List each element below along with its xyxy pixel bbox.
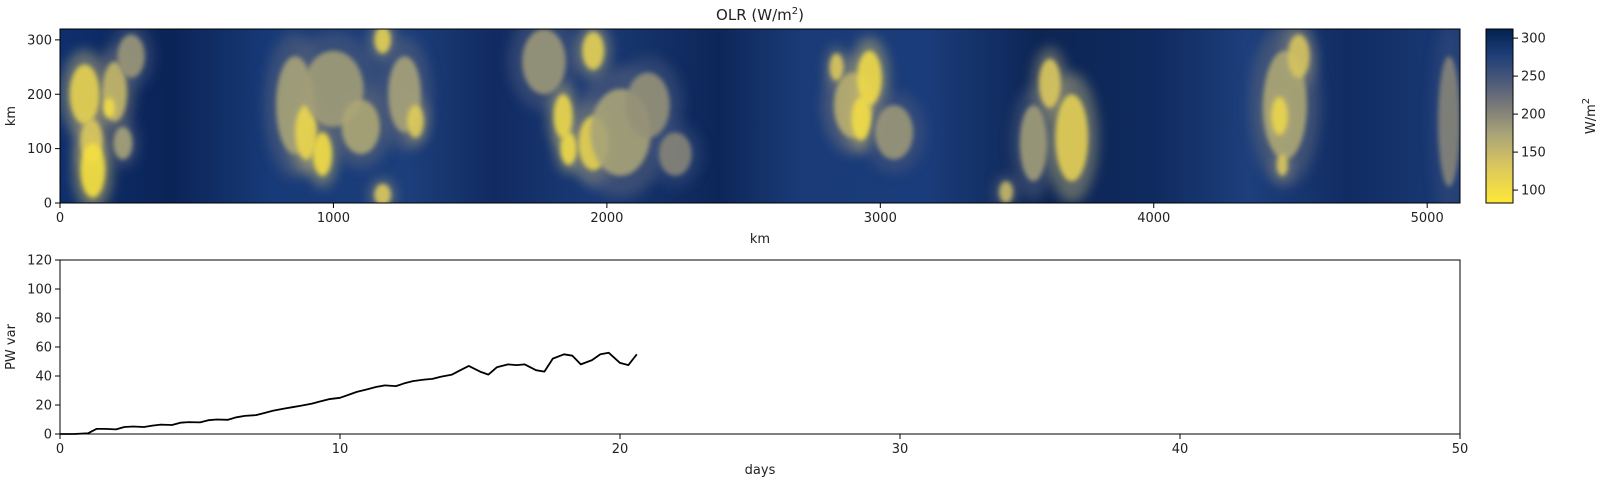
pw-var-x-tick-label: 30 [892, 442, 909, 457]
olr-x-axis-label: km [750, 232, 770, 247]
olr-heatmap-frame [59, 28, 1461, 204]
pw-var-y-axis: 0 20 40 60 80 100 120 [27, 254, 60, 443]
olr-x-tick-label: 5000 [1411, 211, 1444, 226]
olr-cloud-core [1438, 56, 1460, 187]
pw-var-x-tick-label: 10 [332, 442, 349, 457]
olr-x-tick-label: 3000 [864, 211, 897, 226]
olr-cloud-core [295, 105, 318, 160]
olr-y-tick-label: 200 [27, 88, 52, 103]
olr-cloud-core [69, 64, 100, 125]
olr-cloud-core [1038, 58, 1061, 108]
olr-title: OLR (W/m2) [716, 6, 804, 24]
olr-colorbar-tick-label: 250 [1521, 70, 1546, 85]
olr-colorbar-tick-label: 150 [1521, 146, 1546, 161]
olr-cloud-core [582, 31, 605, 70]
olr-cloud-core [553, 94, 573, 138]
pw-var-x-axis: 0 10 20 30 40 50 [56, 434, 1468, 457]
olr-y-tick-label: 100 [27, 142, 52, 157]
olr-colorbar-label: W/m2 [1581, 98, 1599, 134]
pw-var-y-tick-label: 40 [35, 370, 52, 385]
olr-cloud-core [857, 50, 882, 106]
pw-var-plot-frame [59, 259, 1461, 435]
pw-var-y-tick-label: 20 [35, 399, 52, 414]
pw-var-y-tick-label: 100 [27, 283, 52, 298]
pw-var-y-axis-label: PW var [4, 323, 19, 369]
pw-var-panel: 0 10 20 30 40 50 0 20 40 60 80 100 120 days PW var [4, 254, 1468, 479]
olr-cloud-core [874, 105, 914, 160]
olr-colorbar-ticks: 100 150 200 250 300 [1513, 32, 1546, 199]
pw-var-y-tick-label: 60 [35, 341, 52, 356]
pw-var-x-tick-label: 50 [1452, 442, 1469, 457]
olr-cloud-core [341, 99, 380, 155]
pw-var-line [60, 351, 638, 435]
pw-var-x-tick-label: 20 [612, 442, 629, 457]
olr-cloud-core [1271, 96, 1288, 136]
olr-cloud-layer [60, 29, 1460, 203]
olr-x-tick-label: 4000 [1137, 211, 1170, 226]
olr-cloud-core [560, 132, 577, 165]
olr-cloud-core [117, 34, 145, 78]
pw-var-x-axis-label: days [745, 463, 776, 478]
olr-colorbar-tick-label: 300 [1521, 32, 1546, 47]
olr-x-tick-label: 1000 [317, 211, 350, 226]
olr-cloud-core [626, 72, 670, 138]
pw-var-x-tick-label: 0 [56, 442, 64, 457]
pw-var-y-tick-label: 0 [44, 428, 52, 443]
olr-colorbar: 100 150 200 250 300 W/m2 [1485, 28, 1599, 204]
olr-cloud-core [999, 181, 1013, 203]
olr-cloud-core [80, 143, 106, 198]
olr-y-axis: 0 100 200 300 [27, 33, 60, 212]
olr-cloud-core [113, 126, 133, 160]
olr-cloud-core [1055, 94, 1089, 182]
olr-cloud-core [851, 96, 871, 141]
pw-var-x-tick-label: 40 [1172, 442, 1189, 457]
olr-y-tick-label: 300 [27, 33, 52, 48]
olr-y-axis-label: km [4, 106, 19, 126]
olr-y-tick-label: 0 [44, 197, 52, 212]
olr-colorbar-tick-label: 100 [1521, 184, 1546, 199]
olr-cloud-core [407, 105, 424, 138]
pw-var-y-tick-label: 120 [27, 254, 52, 269]
olr-x-axis: 0 1000 2000 3000 4000 5000 [56, 203, 1444, 226]
olr-x-tick-label: 0 [56, 211, 64, 226]
olr-cloud-core [658, 132, 692, 176]
pw-var-series-layer [60, 351, 638, 435]
olr-cloud-core [522, 29, 566, 95]
olr-x-tick-label: 2000 [590, 211, 623, 226]
olr-colorbar-tick-label: 200 [1521, 108, 1546, 123]
olr-panel: OLR (W/m2) 0 1000 2000 3000 4000 5000 0 100 200… [4, 6, 1599, 247]
pw-var-y-tick-label: 80 [35, 312, 52, 327]
olr-cloud-core [312, 132, 333, 176]
olr-cloud-core [374, 29, 391, 54]
olr-cloud-core [829, 53, 844, 81]
olr-cloud-core [1287, 34, 1310, 78]
olr-cloud-core [1019, 105, 1048, 182]
olr-cloud-core [103, 98, 115, 118]
olr-colorbar-gradient [1485, 28, 1514, 204]
olr-cloud-core [374, 183, 391, 203]
olr-cloud-core [1276, 154, 1288, 176]
